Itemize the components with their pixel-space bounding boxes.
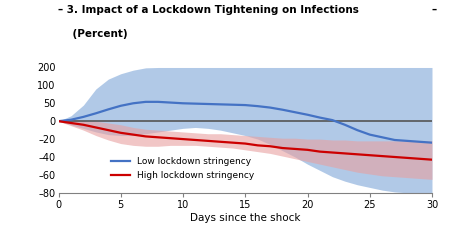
Text: (Percent): (Percent)	[58, 29, 128, 39]
Text: –: –	[432, 5, 436, 15]
Legend: Low lockdown stringency, High lockdown stringency: Low lockdown stringency, High lockdown s…	[108, 154, 257, 183]
Text: – 3. Impact of a Lockdown Tightening on Infections: – 3. Impact of a Lockdown Tightening on …	[58, 5, 360, 15]
X-axis label: Days since the shock: Days since the shock	[190, 213, 301, 222]
